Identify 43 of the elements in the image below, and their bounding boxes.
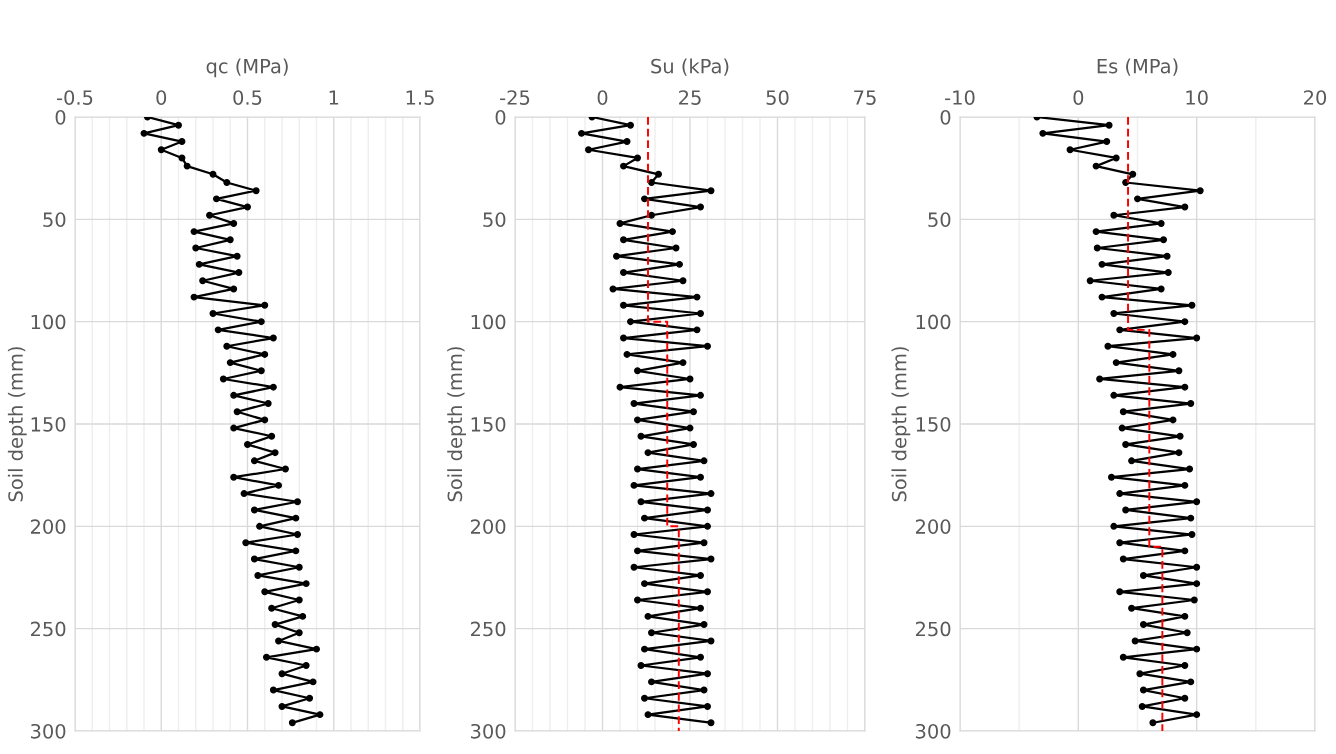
y-tick-label: 100 — [916, 314, 951, 330]
y-tick-label: 250 — [470, 621, 506, 637]
y-tick-label: 300 — [31, 723, 66, 739]
x-tick-label: 0 — [597, 90, 608, 105]
y-tick-label: 200 — [470, 519, 506, 534]
y-tick-label: 100 — [31, 314, 66, 330]
x-tick-label: 75 — [854, 90, 876, 105]
y-tick-label: 150 — [31, 416, 66, 432]
y-tick-label: 50 — [483, 212, 506, 227]
x-tick-label: 25 — [679, 90, 701, 105]
y-tick-label: 150 — [916, 416, 951, 432]
x-tick-label: 1 — [329, 90, 339, 105]
line-series — [1127, 117, 1164, 731]
line-series — [647, 117, 680, 731]
y-tick-label: 0 — [940, 109, 951, 125]
y-tick-label: 0 — [495, 109, 506, 125]
x-tick-label: 1.5 — [406, 90, 434, 105]
x-tick-label: -0.5 — [56, 90, 93, 105]
x-tick-label: 20 — [1304, 90, 1327, 105]
y-tick-label: 200 — [915, 519, 951, 534]
y-tick-label: 300 — [471, 723, 506, 739]
x-tick-label: 10 — [1186, 90, 1208, 105]
y-tick-label: 200 — [30, 519, 66, 534]
x-tick-label: -25 — [500, 90, 530, 105]
y-axis-title: Soil depth (mm) — [447, 347, 466, 502]
y-tick-label: 250 — [30, 621, 66, 637]
y-axis-title: Soil depth (mm) — [7, 347, 27, 502]
x-tick-label: 0 — [156, 90, 167, 105]
y-tick-label: 300 — [916, 723, 951, 739]
x-tick-label: -10 — [945, 90, 975, 105]
y-tick-label: 250 — [915, 621, 951, 637]
y-axis-title: Soil depth (mm) — [891, 347, 911, 502]
x-tick-label: 0 — [1073, 90, 1084, 105]
y-tick-label: 150 — [471, 416, 506, 432]
x-axis-title: qc (MPa) — [206, 58, 288, 78]
x-tick-label: 50 — [766, 90, 789, 105]
y-tick-label: 50 — [43, 212, 66, 227]
x-axis-title: Es (MPa) — [1097, 58, 1178, 76]
x-tick-label: 0.5 — [233, 90, 262, 105]
y-tick-label: 0 — [55, 109, 66, 125]
y-tick-label: 100 — [471, 314, 506, 330]
y-tick-label: 50 — [928, 212, 951, 227]
x-axis-title: Su (kPa) — [651, 58, 729, 76]
